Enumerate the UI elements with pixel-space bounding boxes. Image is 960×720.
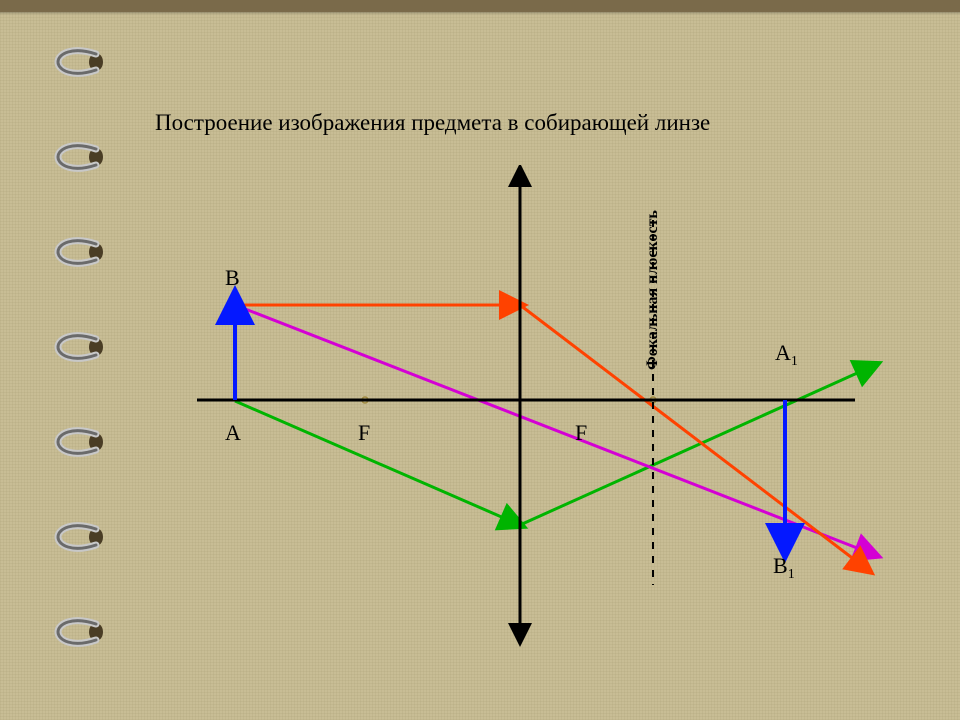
diagram-svg: B A F F A1 B1 Фокальная плоскость [175,165,885,665]
slide-title: Построение изображения предмета в собира… [155,110,710,136]
ray-through-focus-seg2 [520,365,875,525]
binder-ring [54,325,100,361]
label-focal-plane: Фокальная плоскость [644,210,661,370]
label-F-right: F [575,420,587,445]
label-A: A [225,420,241,445]
binder-ring [54,135,100,171]
ray-through-focus-seg1 [235,401,520,525]
binder-ring [54,230,100,266]
label-A1: A1 [775,340,798,369]
binder-ring [54,610,100,646]
lens-diagram: B A F F A1 B1 Фокальная плоскость [175,165,885,665]
spiral-binder [40,30,120,690]
binder-ring [54,515,100,551]
label-B1: B1 [773,553,795,582]
binder-ring [54,420,100,456]
binder-ring [54,40,100,76]
label-F-left: F [358,420,370,445]
slide-top-border [0,0,960,12]
label-B: B [225,265,240,290]
